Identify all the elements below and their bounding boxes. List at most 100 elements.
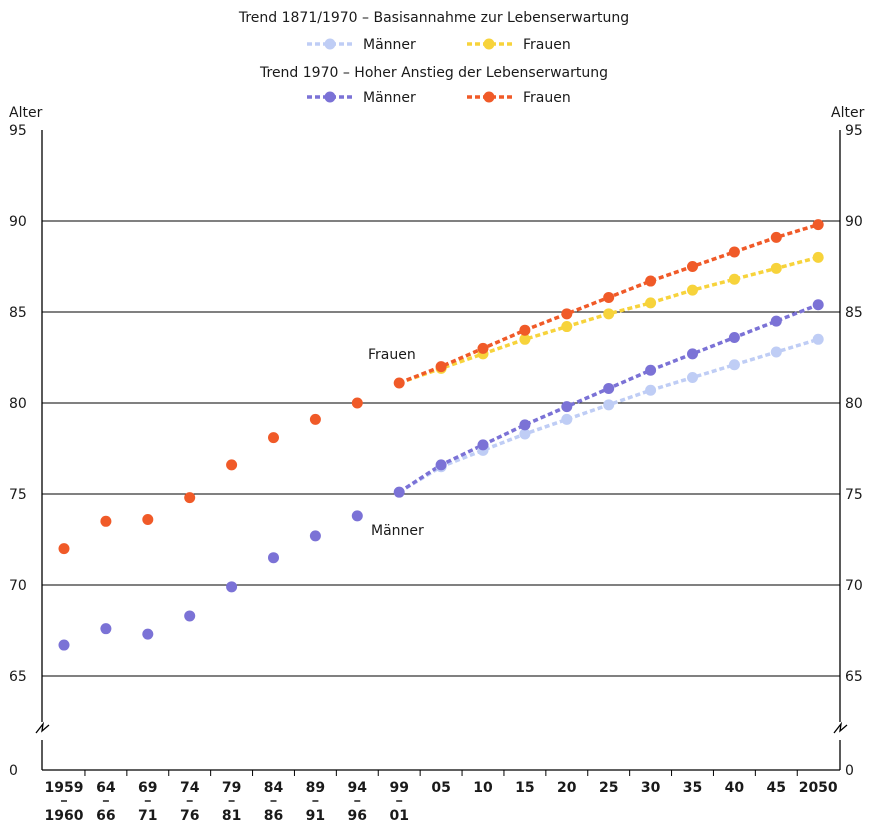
point-historical_men — [393, 486, 405, 498]
point-high_men — [603, 382, 615, 394]
point-basis_men — [812, 333, 824, 345]
y-tick-label-left: 70 — [9, 578, 27, 594]
y-tick-label-left: 90 — [9, 214, 27, 230]
annotation-maenner: Männer — [371, 523, 424, 539]
legend-basis-women-dot — [483, 38, 495, 50]
point-historical_women — [393, 377, 405, 389]
point-historical_women — [100, 515, 112, 527]
point-historical_men — [351, 510, 363, 522]
point-basis_women — [812, 251, 824, 263]
x-tick-label-range-end: 86 — [264, 808, 283, 824]
point-basis_women — [770, 262, 782, 274]
point-basis_women — [561, 321, 573, 333]
point-high_women — [812, 219, 824, 231]
line-high_men — [398, 303, 819, 494]
x-tick-label: 15 — [515, 780, 534, 796]
y-tick-label-left: 75 — [9, 487, 27, 503]
y-tick-label-left: 65 — [9, 669, 27, 685]
point-high_men — [561, 401, 573, 413]
point-high_women — [603, 291, 615, 303]
y-tick-label-right: 65 — [845, 669, 863, 685]
axis-break-right — [833, 721, 848, 734]
point-high_women — [770, 231, 782, 243]
point-basis_men — [603, 399, 615, 411]
x-tick-label: 35 — [683, 780, 702, 796]
point-historical_women — [351, 397, 363, 409]
point-historical_men — [58, 639, 70, 651]
point-high_women — [645, 275, 657, 287]
point-historical_women — [309, 413, 321, 425]
x-tick-label: 69 — [138, 780, 157, 796]
point-basis_men — [561, 413, 573, 425]
point-basis_women — [728, 273, 740, 285]
point-high_women — [728, 246, 740, 258]
x-tick-label: 40 — [725, 780, 745, 796]
legend-high-men-label: Männer — [363, 90, 416, 106]
y-tick-label-left: 95 — [9, 123, 27, 139]
x-tick-label: 94 — [348, 780, 368, 796]
y-ticks: 0 0 65 65 70 70 75 75 80 80 85 85 90 90 95 95 — [9, 123, 863, 779]
x-tick-label-range-end: 91 — [306, 808, 325, 824]
x-tick-label-range-end: 81 — [222, 808, 241, 824]
point-historical_men — [184, 610, 196, 622]
point-high_women — [561, 308, 573, 320]
series-lines — [398, 222, 819, 494]
x-tick-label-range-end: 66 — [96, 808, 115, 824]
point-basis_women — [519, 333, 531, 345]
x-ticks: 1959 1960 64 66 69 71 74 76 79 81 84 86 89 91 94 96 99 01… — [45, 770, 838, 824]
x-tick-label-range-end: 96 — [348, 808, 367, 824]
point-high_men — [435, 459, 447, 471]
point-basis_men — [770, 346, 782, 358]
x-tick-label: 30 — [641, 780, 661, 796]
point-historical_men — [142, 628, 154, 640]
x-tick-label: 25 — [599, 780, 618, 796]
y-tick-label-right: 80 — [845, 396, 863, 412]
point-high_women — [687, 261, 698, 272]
legend-basis-women-label: Frauen — [523, 37, 571, 53]
legend-high-women-dot — [483, 91, 495, 103]
point-basis_men — [519, 428, 531, 440]
legend-basis-men-dot — [324, 38, 336, 50]
legend-high-men-dot — [324, 91, 336, 103]
point-high_men — [770, 315, 782, 327]
point-high_men — [687, 348, 698, 360]
point-high_men — [728, 331, 740, 343]
point-basis_women — [687, 284, 698, 296]
point-basis_men — [728, 359, 740, 371]
point-high_women — [435, 361, 447, 373]
y-tick-label-right: 0 — [845, 763, 854, 779]
point-historical_women — [184, 492, 196, 504]
x-tick-label: 84 — [264, 780, 284, 796]
y-tick-label-left: 0 — [9, 763, 18, 779]
point-basis_men — [645, 384, 657, 396]
legend-group-2-title: Trend 1970 – Hoher Anstieg der Lebenserw… — [259, 65, 608, 81]
series-points — [58, 219, 824, 651]
x-tick-label: 10 — [473, 780, 493, 796]
point-high_women — [519, 324, 531, 336]
x-tick-label: 1959 — [45, 780, 84, 796]
point-historical_women — [142, 513, 154, 525]
x-tick-label: 89 — [306, 780, 325, 796]
legend-high-women-label: Frauen — [523, 90, 571, 106]
x-tick-label: 20 — [557, 780, 577, 796]
y-tick-label-right: 85 — [845, 305, 863, 321]
point-high_men — [812, 299, 824, 311]
point-basis_women — [603, 308, 615, 320]
point-historical_women — [226, 459, 238, 471]
point-historical_women — [58, 543, 70, 555]
x-tick-label-range-end: 01 — [389, 808, 408, 824]
y-axis-label-left: Alter — [9, 105, 43, 121]
legend-group-1-title: Trend 1871/1970 – Basisannahme zur Leben… — [238, 10, 629, 26]
y-tick-label-right: 95 — [845, 123, 863, 139]
point-historical_men — [100, 623, 112, 635]
x-tick-label-range-end: 71 — [138, 808, 157, 824]
point-high_men — [645, 364, 657, 376]
x-tick-label: 45 — [767, 780, 786, 796]
x-tick-label-range-end: 1960 — [45, 808, 84, 824]
grid — [42, 220, 840, 771]
point-basis_women — [645, 297, 657, 309]
point-historical_women — [268, 432, 279, 444]
x-tick-label: 2050 — [799, 780, 838, 796]
axis-break-left — [35, 721, 50, 734]
